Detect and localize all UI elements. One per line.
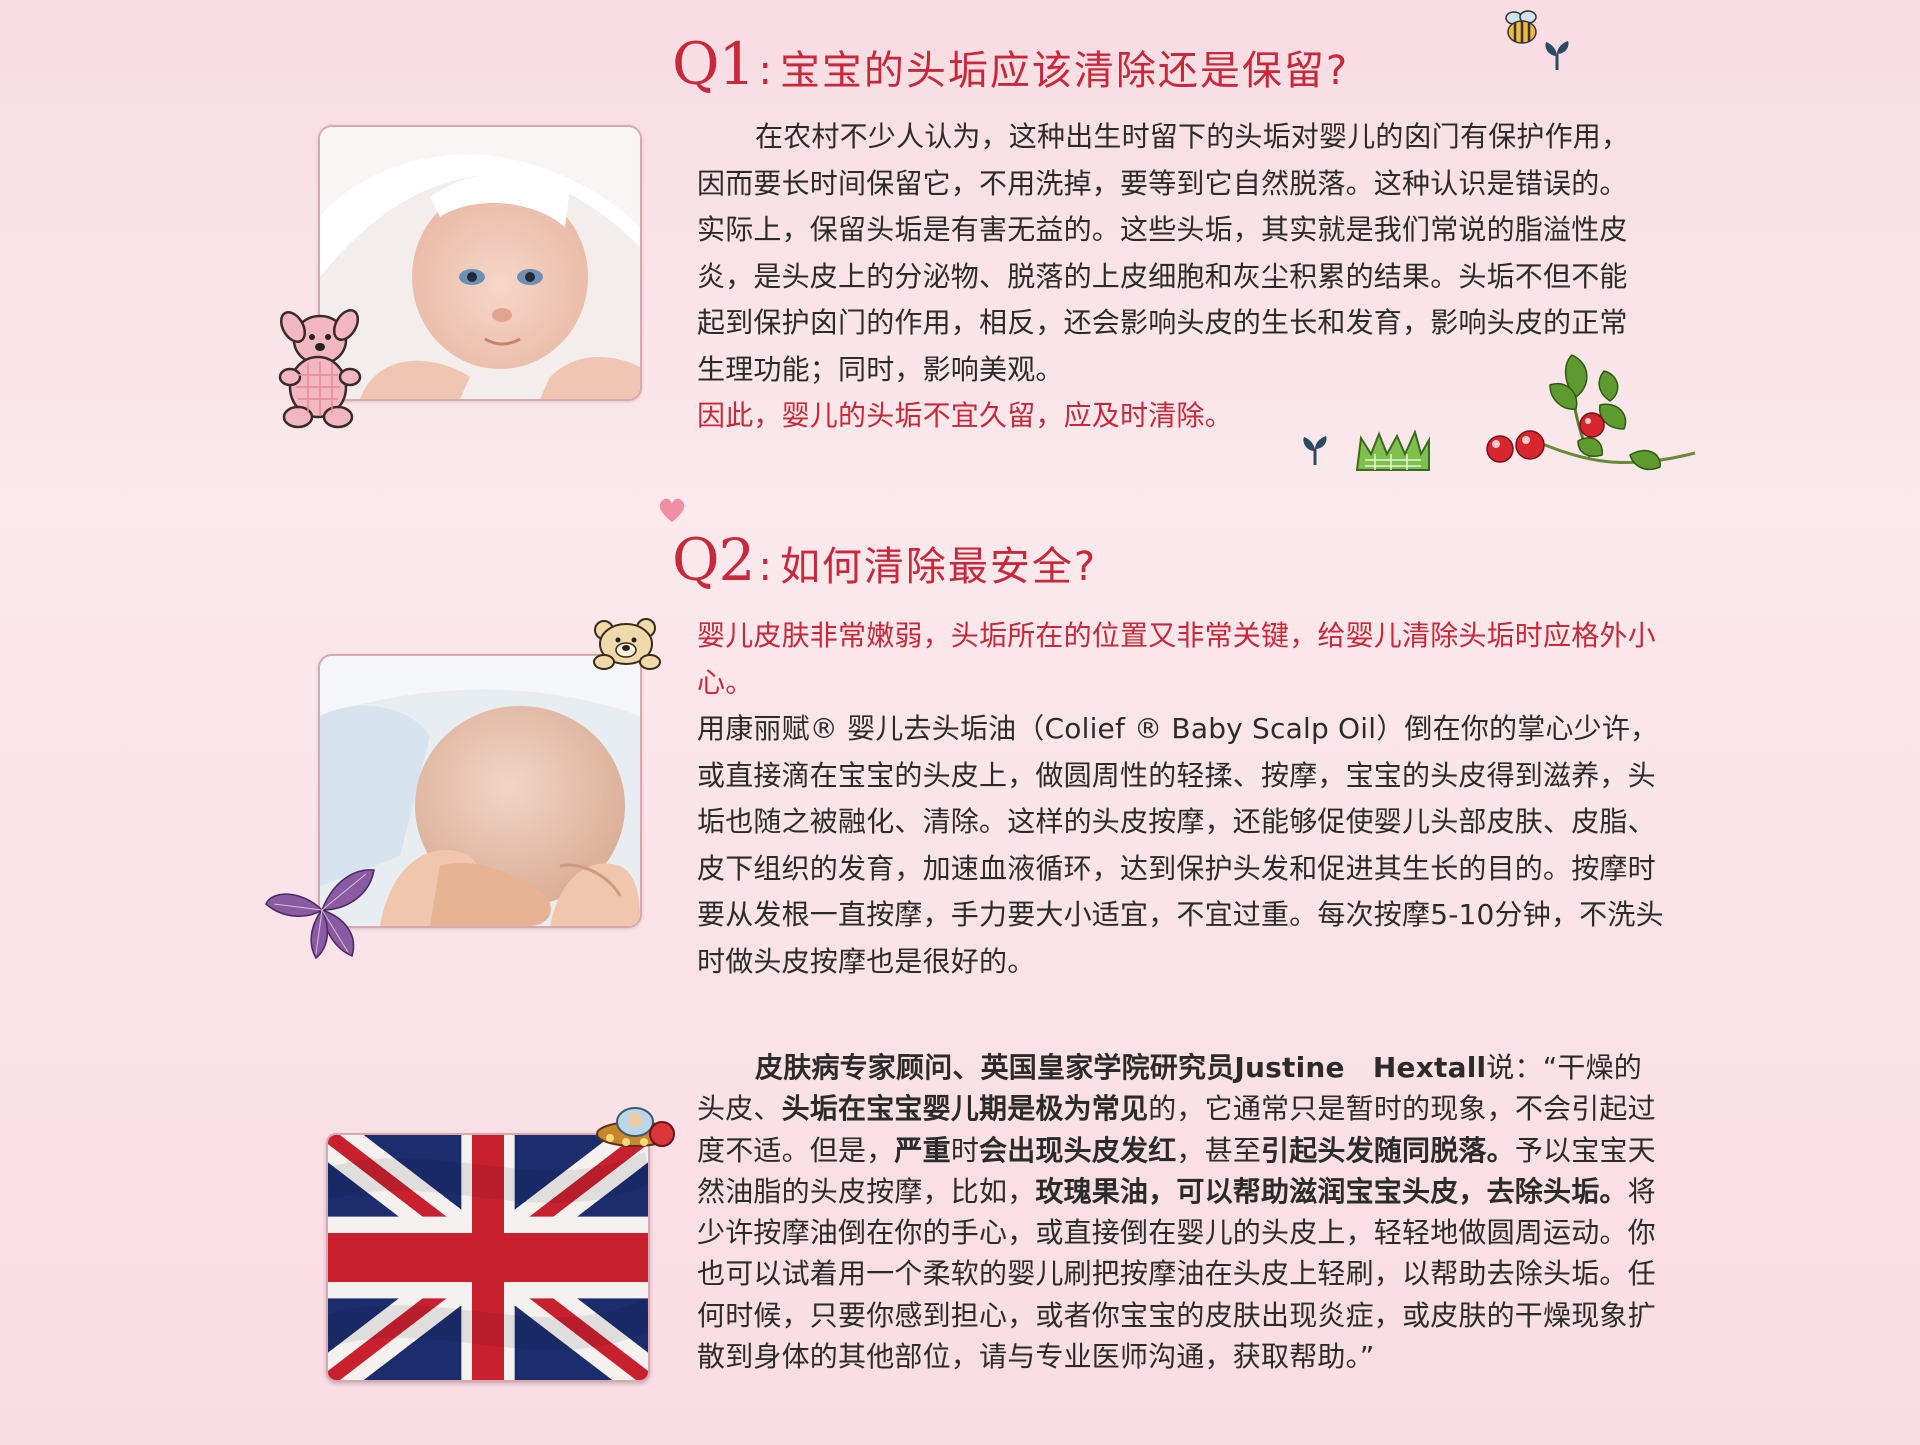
quote-emphasis: 严重 [894, 1133, 951, 1167]
q1-heading: Q1 : 宝宝的头垢应该清除还是保留? [672, 30, 1349, 98]
heart-icon [657, 496, 687, 524]
uk-flag-image [326, 1133, 650, 1382]
q2-heading: Q2 : 如何清除最安全? [672, 526, 1097, 594]
q2-baby-head-photo [318, 654, 642, 928]
quote-emphasis: 玫瑰果油，可以帮助滋润宝宝头皮，去除头垢。 [1035, 1174, 1628, 1208]
expert-quote: 皮肤病专家顾问、英国皇家学院研究员Justine Hextall说：“干燥的头皮… [697, 1047, 1667, 1377]
teddy-bear-icon [590, 618, 665, 673]
q1-body: 在农村不少人认为，这种出生时留下的头垢对婴儿的囟门有保护作用，因而要长时间保留它… [697, 114, 1647, 440]
q1-colon: : [758, 48, 772, 94]
expert-name: 皮肤病专家顾问、英国皇家学院研究员Justine Hextall [755, 1051, 1487, 1084]
q1-title: 宝宝的头垢应该清除还是保留? [779, 48, 1350, 94]
q2-number: Q2 [672, 526, 755, 594]
q1-baby-photo [318, 125, 642, 401]
q1-paragraph: 在农村不少人认为，这种出生时留下的头垢对婴儿的囟门有保护作用，因而要长时间保留它… [697, 120, 1630, 386]
quote-part: 时 [950, 1133, 980, 1167]
q2-paragraph: 用康丽赋® 婴儿去头垢油（Colief ® Baby Scalp Oil）倒在你… [697, 712, 1664, 978]
rosehip-branch-icon [1480, 345, 1705, 485]
quote-emphasis: 引起头发随同脱落。 [1261, 1133, 1515, 1167]
quote-part: ，甚至 [1176, 1133, 1262, 1167]
purple-leaf-icon [262, 860, 382, 960]
grass-icon [1355, 429, 1431, 472]
expert-quote-paragraph: 皮肤病专家顾问、英国皇家学院研究员Justine Hextall说：“干燥的头皮… [697, 1047, 1667, 1377]
quote-part: 的，它通常只是暂时的现象，不会引起过度不适。但是， [697, 1092, 1656, 1167]
q1-conclusion: 因此，婴儿的头垢不宜久留，应及时清除。 [697, 399, 1233, 432]
teddy-dog-icon [268, 305, 368, 435]
q2-title: 如何清除最安全? [779, 544, 1098, 590]
quote-part: 将少许按摩油倒在你的手心，或直接倒在婴儿的头皮上，轻轻地做圆周运动。你也可以试着… [697, 1174, 1656, 1374]
q2-warning: 婴儿皮肤非常嫩弱，头垢所在的位置又非常关键，给婴儿清除头垢时应格外小心。 [697, 619, 1656, 699]
ufo-toy-icon [592, 1100, 678, 1155]
q2-body: 婴儿皮肤非常嫩弱，头垢所在的位置又非常关键，给婴儿清除头垢时应格外小心。 用康丽… [697, 613, 1682, 985]
quote-emphasis: 头垢在宝宝婴儿期是极为常见 [781, 1092, 1149, 1126]
quote-part: 说：“干燥的头皮、 [697, 1051, 1643, 1126]
sprout-icon [1542, 38, 1572, 72]
q2-colon: : [758, 544, 772, 590]
q1-number: Q1 [672, 30, 755, 98]
quote-part: 予以宝宝天然油脂的头皮按摩，比如， [697, 1133, 1656, 1208]
sprout-icon [1300, 433, 1330, 467]
quote-emphasis: 会出现头皮发红 [979, 1133, 1177, 1167]
bee-icon [1500, 8, 1544, 48]
